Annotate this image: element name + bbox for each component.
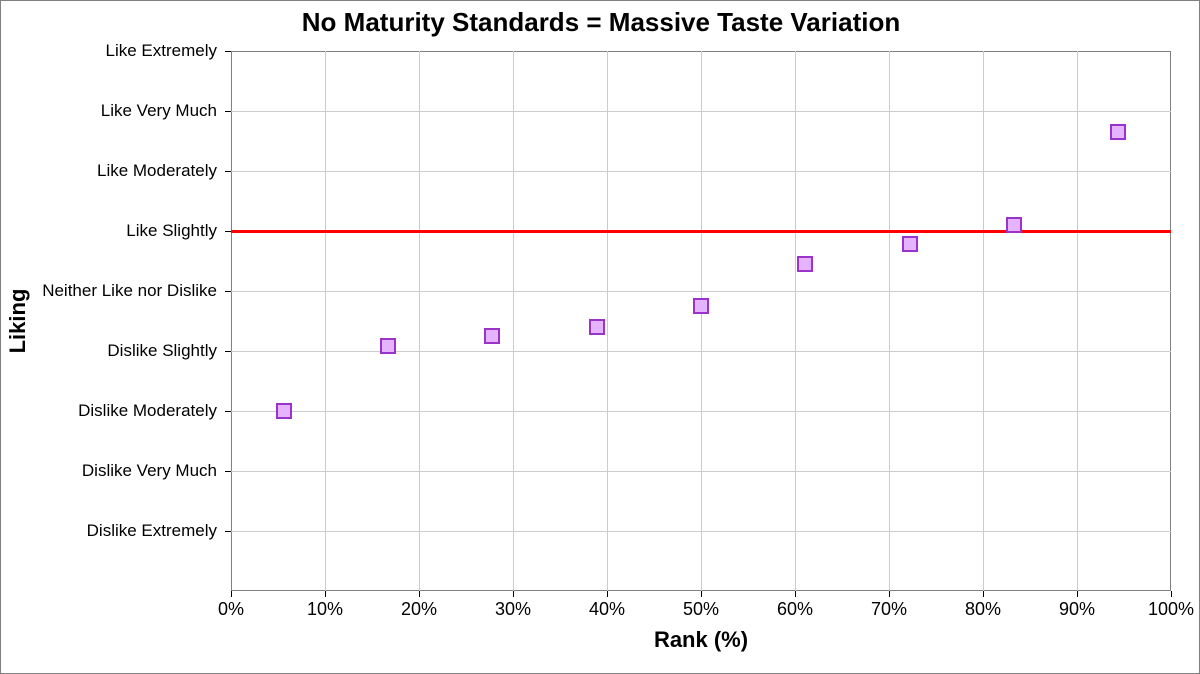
data-point: [693, 298, 709, 314]
x-tick-mark: [1171, 591, 1172, 597]
gridline-horizontal: [231, 291, 1171, 292]
x-tick-mark: [231, 591, 232, 597]
data-point: [1110, 124, 1126, 140]
gridline-vertical: [1077, 51, 1078, 591]
x-tick-mark: [607, 591, 608, 597]
gridline-horizontal: [231, 471, 1171, 472]
x-tick-mark: [795, 591, 796, 597]
x-axis-label: Rank (%): [654, 627, 748, 653]
x-tick-label: 10%: [307, 599, 343, 620]
x-tick-label: 100%: [1148, 599, 1194, 620]
gridline-vertical: [701, 51, 702, 591]
gridline-horizontal: [231, 171, 1171, 172]
chart-title: No Maturity Standards = Massive Taste Va…: [1, 7, 1200, 38]
x-tick-label: 30%: [495, 599, 531, 620]
y-tick-mark: [225, 531, 231, 532]
data-point: [1006, 217, 1022, 233]
gridline-horizontal: [231, 411, 1171, 412]
data-point: [797, 256, 813, 272]
x-tick-mark: [983, 591, 984, 597]
gridline-vertical: [889, 51, 890, 591]
x-tick-label: 60%: [777, 599, 813, 620]
gridline-horizontal: [231, 111, 1171, 112]
data-point: [380, 338, 396, 354]
x-tick-label: 70%: [871, 599, 907, 620]
y-tick-label: Like Very Much: [101, 101, 217, 121]
x-tick-label: 20%: [401, 599, 437, 620]
gridline-vertical: [513, 51, 514, 591]
y-tick-label: Dislike Very Much: [82, 461, 217, 481]
x-tick-mark: [701, 591, 702, 597]
y-tick-label: Dislike Extremely: [87, 521, 217, 541]
y-axis-label: Liking: [5, 289, 31, 354]
y-tick-mark: [225, 291, 231, 292]
reference-line: [231, 230, 1171, 233]
y-tick-label: Like Moderately: [97, 161, 217, 181]
x-tick-label: 50%: [683, 599, 719, 620]
gridline-vertical: [795, 51, 796, 591]
data-point: [276, 403, 292, 419]
x-tick-label: 90%: [1059, 599, 1095, 620]
y-tick-label: Like Slightly: [126, 221, 217, 241]
y-tick-mark: [225, 471, 231, 472]
x-tick-mark: [513, 591, 514, 597]
gridline-vertical: [419, 51, 420, 591]
gridline-horizontal: [231, 351, 1171, 352]
y-tick-mark: [225, 171, 231, 172]
y-tick-mark: [225, 111, 231, 112]
y-tick-label: Like Extremely: [106, 41, 217, 61]
chart-frame: No Maturity Standards = Massive Taste Va…: [0, 0, 1200, 674]
x-tick-label: 0%: [218, 599, 244, 620]
x-tick-mark: [325, 591, 326, 597]
data-point: [589, 319, 605, 335]
x-tick-mark: [889, 591, 890, 597]
y-tick-mark: [225, 351, 231, 352]
y-tick-mark: [225, 411, 231, 412]
y-tick-label: Dislike Slightly: [107, 341, 217, 361]
gridline-vertical: [325, 51, 326, 591]
data-point: [902, 236, 918, 252]
y-tick-label: Neither Like nor Dislike: [42, 281, 217, 301]
x-tick-label: 80%: [965, 599, 1001, 620]
gridline-horizontal: [231, 531, 1171, 532]
x-tick-mark: [1077, 591, 1078, 597]
data-point: [484, 328, 500, 344]
x-tick-label: 40%: [589, 599, 625, 620]
gridline-vertical: [983, 51, 984, 591]
y-tick-mark: [225, 51, 231, 52]
y-tick-label: Dislike Moderately: [78, 401, 217, 421]
x-tick-mark: [419, 591, 420, 597]
gridline-vertical: [607, 51, 608, 591]
